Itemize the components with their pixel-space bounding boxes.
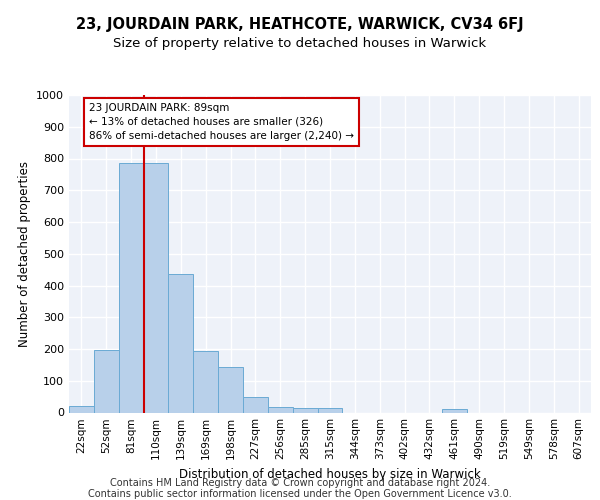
Y-axis label: Number of detached properties: Number of detached properties — [17, 161, 31, 347]
Text: Size of property relative to detached houses in Warwick: Size of property relative to detached ho… — [113, 38, 487, 51]
Text: 23, JOURDAIN PARK, HEATHCOTE, WARWICK, CV34 6FJ: 23, JOURDAIN PARK, HEATHCOTE, WARWICK, C… — [76, 18, 524, 32]
Bar — [169, 274, 193, 412]
Bar — [442, 410, 467, 412]
Bar — [293, 408, 317, 412]
Text: Contains HM Land Registry data © Crown copyright and database right 2024.: Contains HM Land Registry data © Crown c… — [110, 478, 490, 488]
Bar — [69, 406, 94, 412]
Bar — [268, 407, 293, 412]
Bar — [119, 162, 143, 412]
Bar — [143, 162, 169, 412]
Bar — [193, 351, 218, 412]
X-axis label: Distribution of detached houses by size in Warwick: Distribution of detached houses by size … — [179, 468, 481, 481]
Bar — [317, 408, 343, 412]
Bar — [243, 396, 268, 412]
Bar — [218, 367, 243, 412]
Text: 23 JOURDAIN PARK: 89sqm
← 13% of detached houses are smaller (326)
86% of semi-d: 23 JOURDAIN PARK: 89sqm ← 13% of detache… — [89, 103, 354, 141]
Text: Contains public sector information licensed under the Open Government Licence v3: Contains public sector information licen… — [88, 489, 512, 499]
Bar — [94, 350, 119, 412]
